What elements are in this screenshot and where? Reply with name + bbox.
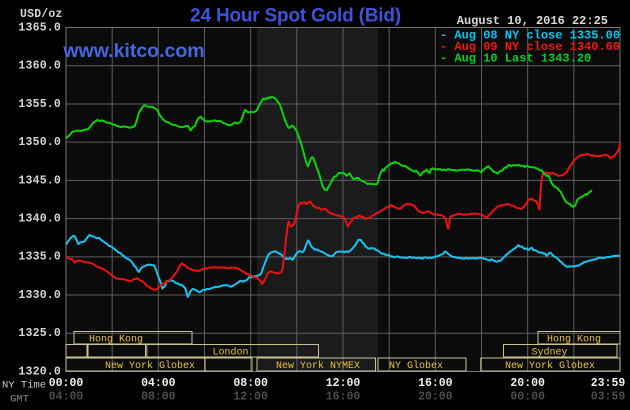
svg-text:04:00: 04:00 [141, 377, 176, 390]
svg-text:1350.0: 1350.0 [18, 136, 61, 149]
svg-text:1325.0: 1325.0 [18, 327, 61, 340]
svg-text:24 Hour Spot Gold (Bid): 24 Hour Spot Gold (Bid) [190, 6, 401, 27]
svg-text:www.kitco.com: www.kitco.com [62, 40, 204, 62]
svg-text:1365.0: 1365.0 [18, 21, 61, 34]
svg-text:12:00: 12:00 [326, 377, 361, 390]
svg-text:NY Globex: NY Globex [389, 360, 443, 372]
svg-text:GMT: GMT [10, 394, 29, 406]
svg-text:16:00: 16:00 [418, 377, 453, 390]
svg-text:USD/oz: USD/oz [20, 8, 63, 21]
svg-text:20:00: 20:00 [510, 377, 545, 390]
svg-text:00:00: 00:00 [510, 391, 545, 404]
svg-text:NY Time: NY Time [2, 380, 46, 392]
svg-text:New York Globex: New York Globex [505, 360, 595, 372]
svg-text:1340.0: 1340.0 [18, 213, 61, 226]
svg-text:00:00: 00:00 [49, 377, 84, 390]
svg-text:1335.0: 1335.0 [18, 251, 61, 264]
svg-text:12:00: 12:00 [233, 391, 268, 404]
svg-text:August 10, 2016 22:25: August 10, 2016 22:25 [457, 14, 608, 28]
svg-text:03:59: 03:59 [591, 391, 626, 404]
svg-text:1360.0: 1360.0 [18, 60, 61, 73]
svg-text:20:00: 20:00 [418, 391, 453, 404]
svg-text:New York NYMEX: New York NYMEX [276, 360, 360, 372]
svg-text:08:00: 08:00 [233, 377, 268, 390]
svg-text:- Aug 08 NY close 1335.00: - Aug 08 NY close 1335.00 [440, 29, 620, 43]
svg-text:Hong Kong: Hong Kong [89, 335, 143, 346]
svg-text:London: London [212, 347, 248, 359]
svg-text:04:00: 04:00 [49, 391, 84, 404]
svg-text:- Aug 10 Last 1343.20: - Aug 10 Last 1343.20 [440, 52, 591, 66]
svg-text:1320.0: 1320.0 [18, 365, 61, 378]
svg-text:1345.0: 1345.0 [18, 174, 61, 187]
svg-text:New York Globex: New York Globex [105, 360, 195, 372]
svg-text:08:00: 08:00 [141, 391, 176, 404]
svg-text:1355.0: 1355.0 [18, 98, 61, 111]
svg-text:- Aug 09 NY close 1340.60: - Aug 09 NY close 1340.60 [440, 40, 620, 54]
svg-text:Hong Kong: Hong Kong [547, 335, 601, 346]
svg-text:16:00: 16:00 [326, 391, 361, 404]
svg-text:1330.0: 1330.0 [18, 289, 61, 302]
svg-text:23:59: 23:59 [591, 377, 626, 390]
svg-text:Sydney: Sydney [531, 347, 567, 359]
